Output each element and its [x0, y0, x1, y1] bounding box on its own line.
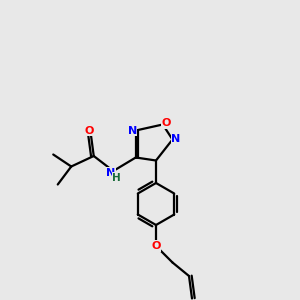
Text: N: N	[106, 167, 116, 178]
Text: H: H	[112, 172, 121, 183]
Text: O: O	[151, 241, 161, 251]
Text: O: O	[162, 118, 171, 128]
Text: N: N	[128, 125, 137, 136]
Text: O: O	[85, 125, 94, 136]
Text: N: N	[172, 134, 181, 145]
